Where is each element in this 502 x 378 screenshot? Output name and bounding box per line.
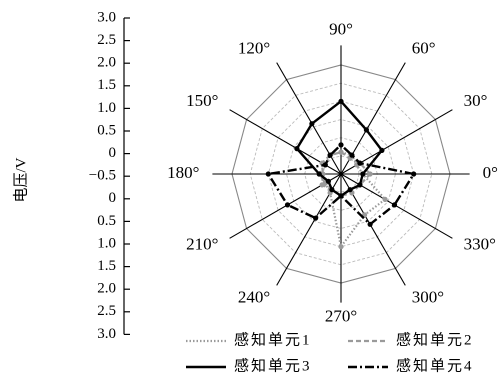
radial-tick-label: 1.5 — [97, 258, 116, 274]
data-point — [347, 187, 353, 193]
radial-tick-label: 0 — [109, 190, 117, 206]
data-point — [382, 196, 388, 202]
angle-labels: 0° 30° 60° 90° 120° 150° 180° 210° 240° 270° 300° 3… — [167, 19, 498, 325]
radial-tick-label: 2.5 — [97, 32, 116, 48]
data-point — [411, 171, 417, 177]
legend-label: 感知单元2 — [396, 331, 474, 348]
angle-label: 210° — [186, 235, 218, 254]
angle-label: 120° — [238, 39, 270, 58]
radial-tick-label: 3.0 — [97, 326, 116, 342]
data-point — [357, 182, 363, 188]
angle-label: 270° — [325, 307, 357, 326]
data-point — [319, 182, 325, 188]
data-point — [338, 142, 344, 148]
data-point — [338, 244, 344, 250]
legend-label: 感知单元1 — [234, 331, 312, 348]
data-point — [367, 171, 373, 177]
data-point — [360, 171, 366, 177]
data-point — [338, 149, 344, 155]
radial-tick-label: −0.5 — [89, 168, 116, 184]
legend: 感知单元1 感知单元2 感知单元3 感知单元4 — [186, 331, 474, 374]
data-point — [294, 146, 300, 152]
angle-label: 300° — [412, 287, 444, 306]
data-point — [327, 152, 333, 158]
radial-axis: 3.0 2.5 2.0 1.5 1.0 0.5 0 −0.5 0 0.5 1.0 1.5 2.0 2.5 3… — [89, 9, 130, 342]
angle-label: 30° — [464, 91, 488, 110]
data-point — [379, 147, 385, 153]
y-axis-label: 电压/V — [12, 157, 29, 202]
data-point — [391, 202, 398, 208]
angle-spokes — [212, 45, 470, 303]
radial-tick-label: 1.0 — [97, 100, 116, 116]
angle-label: 240° — [238, 287, 270, 306]
radial-tick-label: 0 — [109, 145, 117, 161]
radial-tick-label: 3.0 — [97, 9, 116, 25]
angle-label: 60° — [412, 39, 436, 58]
legend-label: 感知单元3 — [234, 357, 312, 374]
radial-tick-label: 2.5 — [97, 303, 116, 319]
data-point — [349, 152, 355, 158]
data-point — [316, 171, 322, 177]
radial-tick-label: 0.5 — [97, 122, 116, 138]
angle-label: 330° — [464, 235, 496, 254]
data-point — [284, 202, 291, 208]
data-point — [367, 221, 373, 227]
data-point — [357, 160, 363, 166]
data-point — [338, 98, 344, 104]
radial-tick-label: 2.0 — [97, 281, 116, 297]
angle-label: 90° — [329, 19, 353, 38]
radial-tick-label: 2.0 — [97, 55, 116, 71]
data-point — [329, 187, 335, 193]
data-point — [265, 171, 271, 177]
angle-label: 0° — [483, 163, 498, 182]
data-point — [325, 178, 331, 184]
angle-label: 180° — [167, 163, 199, 182]
radial-tick-label: 1.0 — [97, 235, 116, 251]
data-point — [309, 121, 315, 127]
data-point — [363, 127, 369, 133]
radial-tick-label: 0.5 — [97, 213, 116, 229]
radial-tick-label: 1.5 — [97, 77, 116, 93]
legend-label: 感知单元4 — [396, 357, 474, 374]
data-point — [322, 162, 328, 168]
series-layer — [265, 98, 417, 250]
data-point — [338, 193, 344, 199]
data-point — [313, 215, 319, 221]
angle-label: 150° — [186, 91, 218, 110]
